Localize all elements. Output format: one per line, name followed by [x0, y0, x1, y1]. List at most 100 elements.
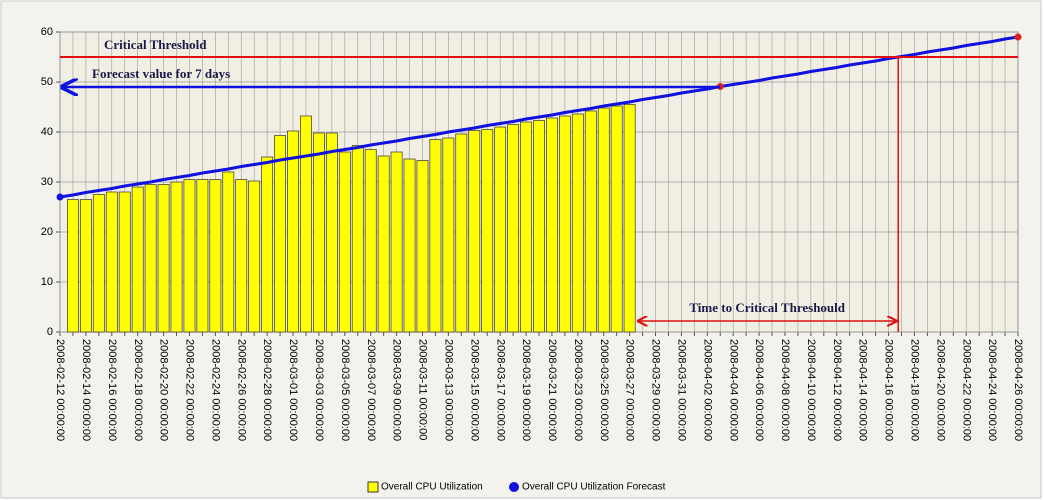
bar	[274, 135, 286, 333]
x-tick-label: 2008-04-06 00:00:00	[753, 339, 765, 441]
bar	[131, 186, 144, 333]
bar	[455, 133, 468, 333]
bar	[390, 151, 403, 333]
bar	[67, 199, 79, 333]
x-tick-label: 2008-03-15 00:00:00	[468, 339, 480, 441]
x-tick-label: 2008-04-02 00:00:00	[701, 339, 713, 441]
x-tick-label: 2008-03-01 00:00:00	[287, 339, 299, 441]
x-tick-label: 2008-03-27 00:00:00	[624, 339, 636, 441]
legend-label: Overall CPU Utilization Forecast	[522, 482, 666, 493]
bar	[623, 104, 636, 333]
y-tick-label: 40	[41, 126, 53, 138]
y-tick-label: 50	[41, 76, 53, 88]
forecast-label: Forecast value for 7 days	[92, 66, 230, 81]
critical-label: Critical Threshold	[104, 37, 207, 52]
y-tick-label: 30	[41, 176, 53, 188]
bar	[196, 179, 209, 333]
bar	[416, 160, 429, 333]
x-tick-label: 2008-02-14 00:00:00	[80, 339, 92, 441]
bar	[351, 145, 364, 333]
x-tick-label: 2008-04-08 00:00:00	[779, 339, 791, 441]
bar	[429, 139, 442, 333]
x-tick-label: 2008-03-05 00:00:00	[339, 339, 351, 441]
bar	[157, 184, 170, 333]
y-tick-label: 10	[41, 276, 53, 288]
x-tick-label: 2008-02-12 00:00:00	[54, 339, 66, 441]
bar	[520, 121, 532, 333]
x-tick-label: 2008-02-20 00:00:00	[158, 339, 170, 441]
x-tick-label: 2008-03-25 00:00:00	[598, 339, 610, 441]
x-tick-label: 2008-03-13 00:00:00	[442, 339, 454, 441]
y-tick-label: 20	[41, 226, 53, 238]
y-tick-label: 0	[47, 326, 53, 338]
bar	[533, 120, 545, 333]
bar	[300, 115, 312, 333]
bar	[468, 130, 481, 333]
y-tick-label: 60	[41, 26, 53, 38]
bar	[287, 130, 299, 333]
x-tick-label: 2008-03-17 00:00:00	[494, 339, 506, 441]
bar	[118, 191, 131, 333]
x-tick-label: 2008-04-20 00:00:00	[934, 339, 946, 441]
x-tick-label: 2008-04-26 00:00:00	[1012, 339, 1024, 441]
x-tick-label: 2008-03-29 00:00:00	[650, 339, 662, 441]
bar	[170, 181, 183, 333]
bar	[261, 156, 274, 333]
x-tick-label: 2008-04-18 00:00:00	[909, 339, 921, 441]
bar	[144, 184, 157, 333]
x-tick-label: 2008-04-16 00:00:00	[883, 339, 895, 441]
bar	[571, 113, 584, 333]
x-tick-label: 2008-03-23 00:00:00	[572, 339, 584, 441]
x-tick-label: 2008-03-07 00:00:00	[365, 339, 377, 441]
legend-label: Overall CPU Utilization	[381, 482, 483, 493]
x-tick-label: 2008-04-14 00:00:00	[857, 339, 869, 441]
x-tick-label: 2008-03-11 00:00:00	[417, 339, 429, 440]
bar	[235, 179, 248, 333]
x-tick-label: 2008-04-10 00:00:00	[805, 339, 817, 441]
forecast-point	[56, 193, 64, 201]
x-tick-label: 2008-03-09 00:00:00	[391, 339, 403, 441]
bar	[494, 126, 507, 333]
bar	[313, 132, 325, 333]
time-label: Time to Critical Threshould	[689, 300, 845, 315]
bar	[442, 137, 455, 333]
x-tick-label: 2008-02-16 00:00:00	[106, 339, 118, 441]
bar	[248, 180, 261, 333]
bar	[403, 158, 416, 333]
bar	[364, 149, 377, 333]
x-tick-label: 2008-02-22 00:00:00	[184, 339, 196, 441]
x-tick-label: 2008-03-21 00:00:00	[546, 339, 558, 441]
bar	[92, 194, 105, 333]
bar	[610, 105, 623, 333]
bar	[222, 171, 235, 333]
bar	[105, 191, 118, 333]
x-tick-label: 2008-02-18 00:00:00	[132, 339, 144, 441]
x-tick-label: 2008-03-31 00:00:00	[675, 339, 687, 441]
x-tick-label: 2008-04-24 00:00:00	[986, 339, 998, 441]
x-tick-label: 2008-03-19 00:00:00	[520, 339, 532, 441]
x-tick-label: 2008-02-28 00:00:00	[261, 339, 273, 441]
bar	[377, 155, 390, 333]
x-tick-label: 2008-03-03 00:00:00	[313, 339, 325, 441]
bar	[584, 110, 597, 333]
legend-swatch	[509, 482, 519, 492]
bar	[597, 107, 610, 333]
bar	[325, 132, 338, 333]
x-tick-label: 2008-04-12 00:00:00	[831, 339, 843, 441]
bar	[209, 179, 222, 333]
bar	[546, 117, 558, 333]
bar	[507, 124, 520, 333]
x-tick-label: 2008-04-04 00:00:00	[727, 339, 739, 441]
bar	[558, 115, 571, 333]
x-tick-label: 2008-02-26 00:00:00	[235, 339, 247, 441]
x-tick-label: 2008-02-24 00:00:00	[209, 339, 221, 441]
bar	[79, 199, 92, 333]
bar	[338, 151, 351, 333]
forecast-line	[59, 35, 1019, 199]
bar	[183, 179, 196, 333]
x-tick-label: 2008-04-22 00:00:00	[960, 339, 972, 441]
bar	[481, 129, 494, 333]
legend-swatch	[367, 481, 379, 493]
forecast-point	[1014, 33, 1022, 41]
